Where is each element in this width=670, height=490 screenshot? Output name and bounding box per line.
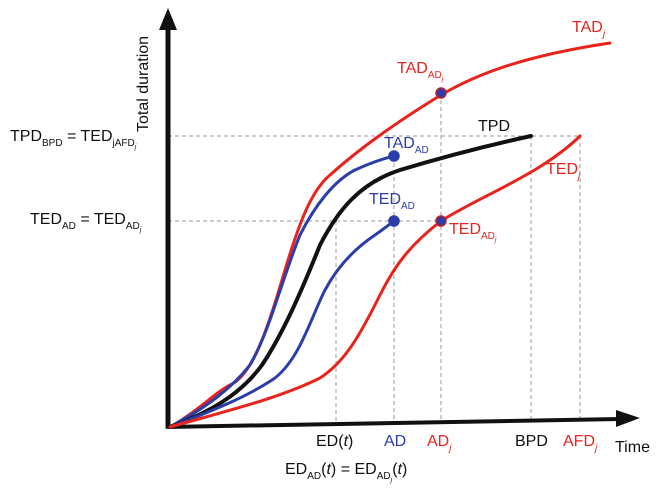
tick-ad-j: ADj (427, 433, 452, 454)
curve-tad-ad (168, 154, 396, 429)
label-tad-j: TADj (572, 19, 606, 40)
dot-ted-ad (388, 215, 400, 227)
curve-ted-j (168, 134, 582, 429)
annotation-tpd-bpd: TPDBPD = TEDjAFDj (10, 128, 137, 151)
label-ted-j: TEDj (546, 161, 581, 182)
tick-ad: AD (384, 433, 406, 450)
label-ted-ad: TEDAD (369, 191, 415, 212)
tick-afd-j: AFDj (563, 433, 598, 454)
label-tad-adj: TADADj (397, 60, 444, 83)
x-axis-label: Time (615, 439, 650, 456)
y-axis-label: Total duration (135, 36, 152, 132)
marker-dots (388, 87, 447, 227)
bottom-equation: EDAD(t) = EDADj(t) (285, 461, 407, 484)
label-tpd: TPD (478, 118, 510, 135)
curve-ted-ad (168, 219, 396, 429)
tick-ed-t: ED(t) (316, 433, 353, 450)
dot-tad-ad (388, 150, 400, 162)
dot-tad-adj (435, 87, 447, 99)
guide-lines (168, 93, 581, 424)
annotation-ted-ad: TEDAD = TEDADj (30, 211, 142, 234)
curve-tad-j (168, 41, 612, 429)
label-tad-ad: TADAD (384, 135, 429, 156)
axes (159, 8, 640, 429)
y-axis-arrow-icon (159, 8, 177, 30)
curve-tpd (168, 134, 533, 429)
curves (168, 41, 612, 429)
x-axis-arrow-icon (616, 410, 640, 427)
x-axis (165, 417, 621, 429)
tick-bpd: BPD (515, 433, 548, 450)
label-ted-adj: TEDADj (449, 221, 497, 244)
dot-ted-adj (435, 215, 447, 227)
